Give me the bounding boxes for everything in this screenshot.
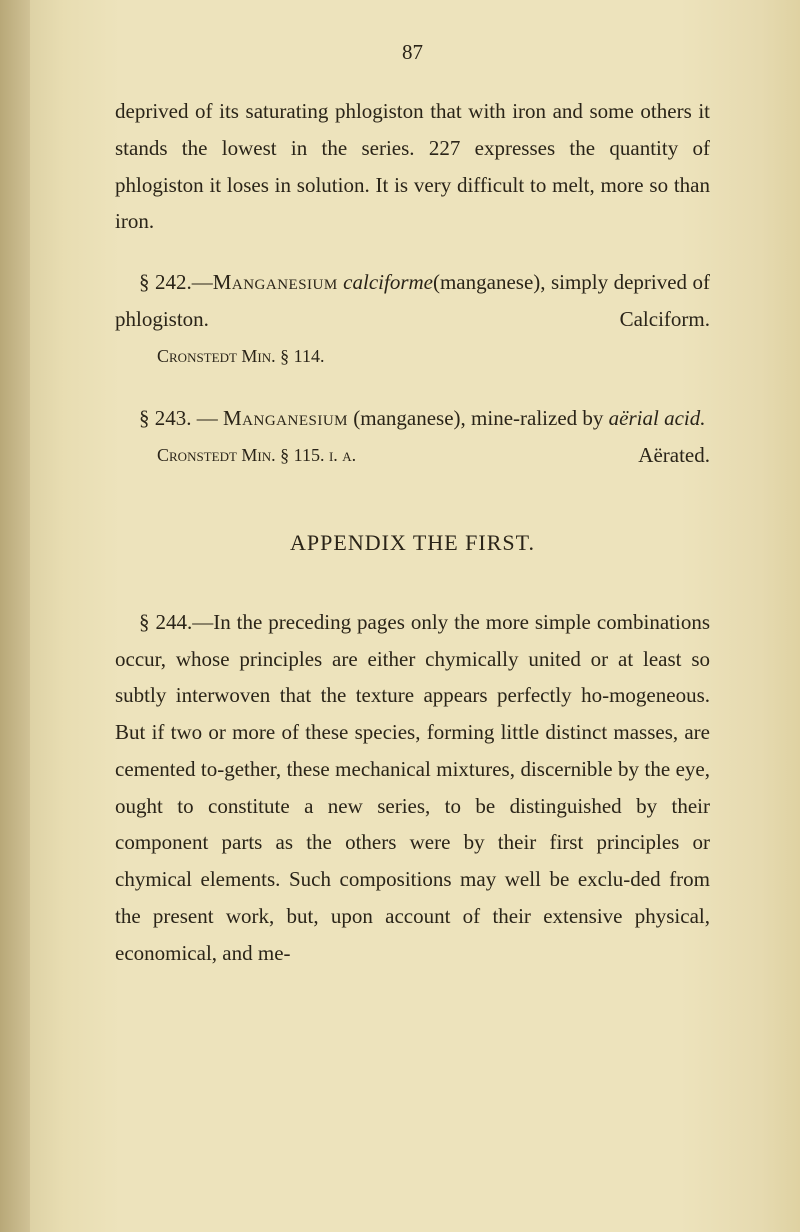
section-242-right: Calciform. (596, 301, 710, 338)
section-243: § 243. — Manganesium (manganese), mine-r… (115, 400, 710, 437)
paragraph-1: deprived of its saturating phlogiston th… (115, 93, 710, 240)
section-244: § 244.—In the preceding pages only the m… (115, 604, 710, 972)
section-243-term: aërial acid. (609, 406, 706, 430)
page-number: 87 (115, 40, 710, 65)
section-244-text: In the preceding pages only the more sim… (115, 610, 710, 965)
section-243-paren: (manganese), mine-ralized by (348, 406, 609, 430)
section-243-right: Aërated. (614, 437, 710, 474)
section-243-prefix: § 243. — (139, 406, 223, 430)
section-242-prefix: § 242.— (139, 270, 213, 294)
citation-242: Cronstedt Min. § 114. (157, 342, 710, 371)
section-242-name: Manganesium (213, 270, 338, 294)
appendix-title: APPENDIX THE FIRST. (115, 530, 710, 556)
section-243-name: Manganesium (223, 406, 348, 430)
section-242: § 242.—Manganesium calciforme(manganese)… (115, 264, 710, 338)
section-242-term: calciforme (343, 270, 433, 294)
scanned-page: 87 deprived of its saturating phlogiston… (0, 0, 800, 1232)
section-244-prefix: § 244.— (139, 610, 213, 634)
